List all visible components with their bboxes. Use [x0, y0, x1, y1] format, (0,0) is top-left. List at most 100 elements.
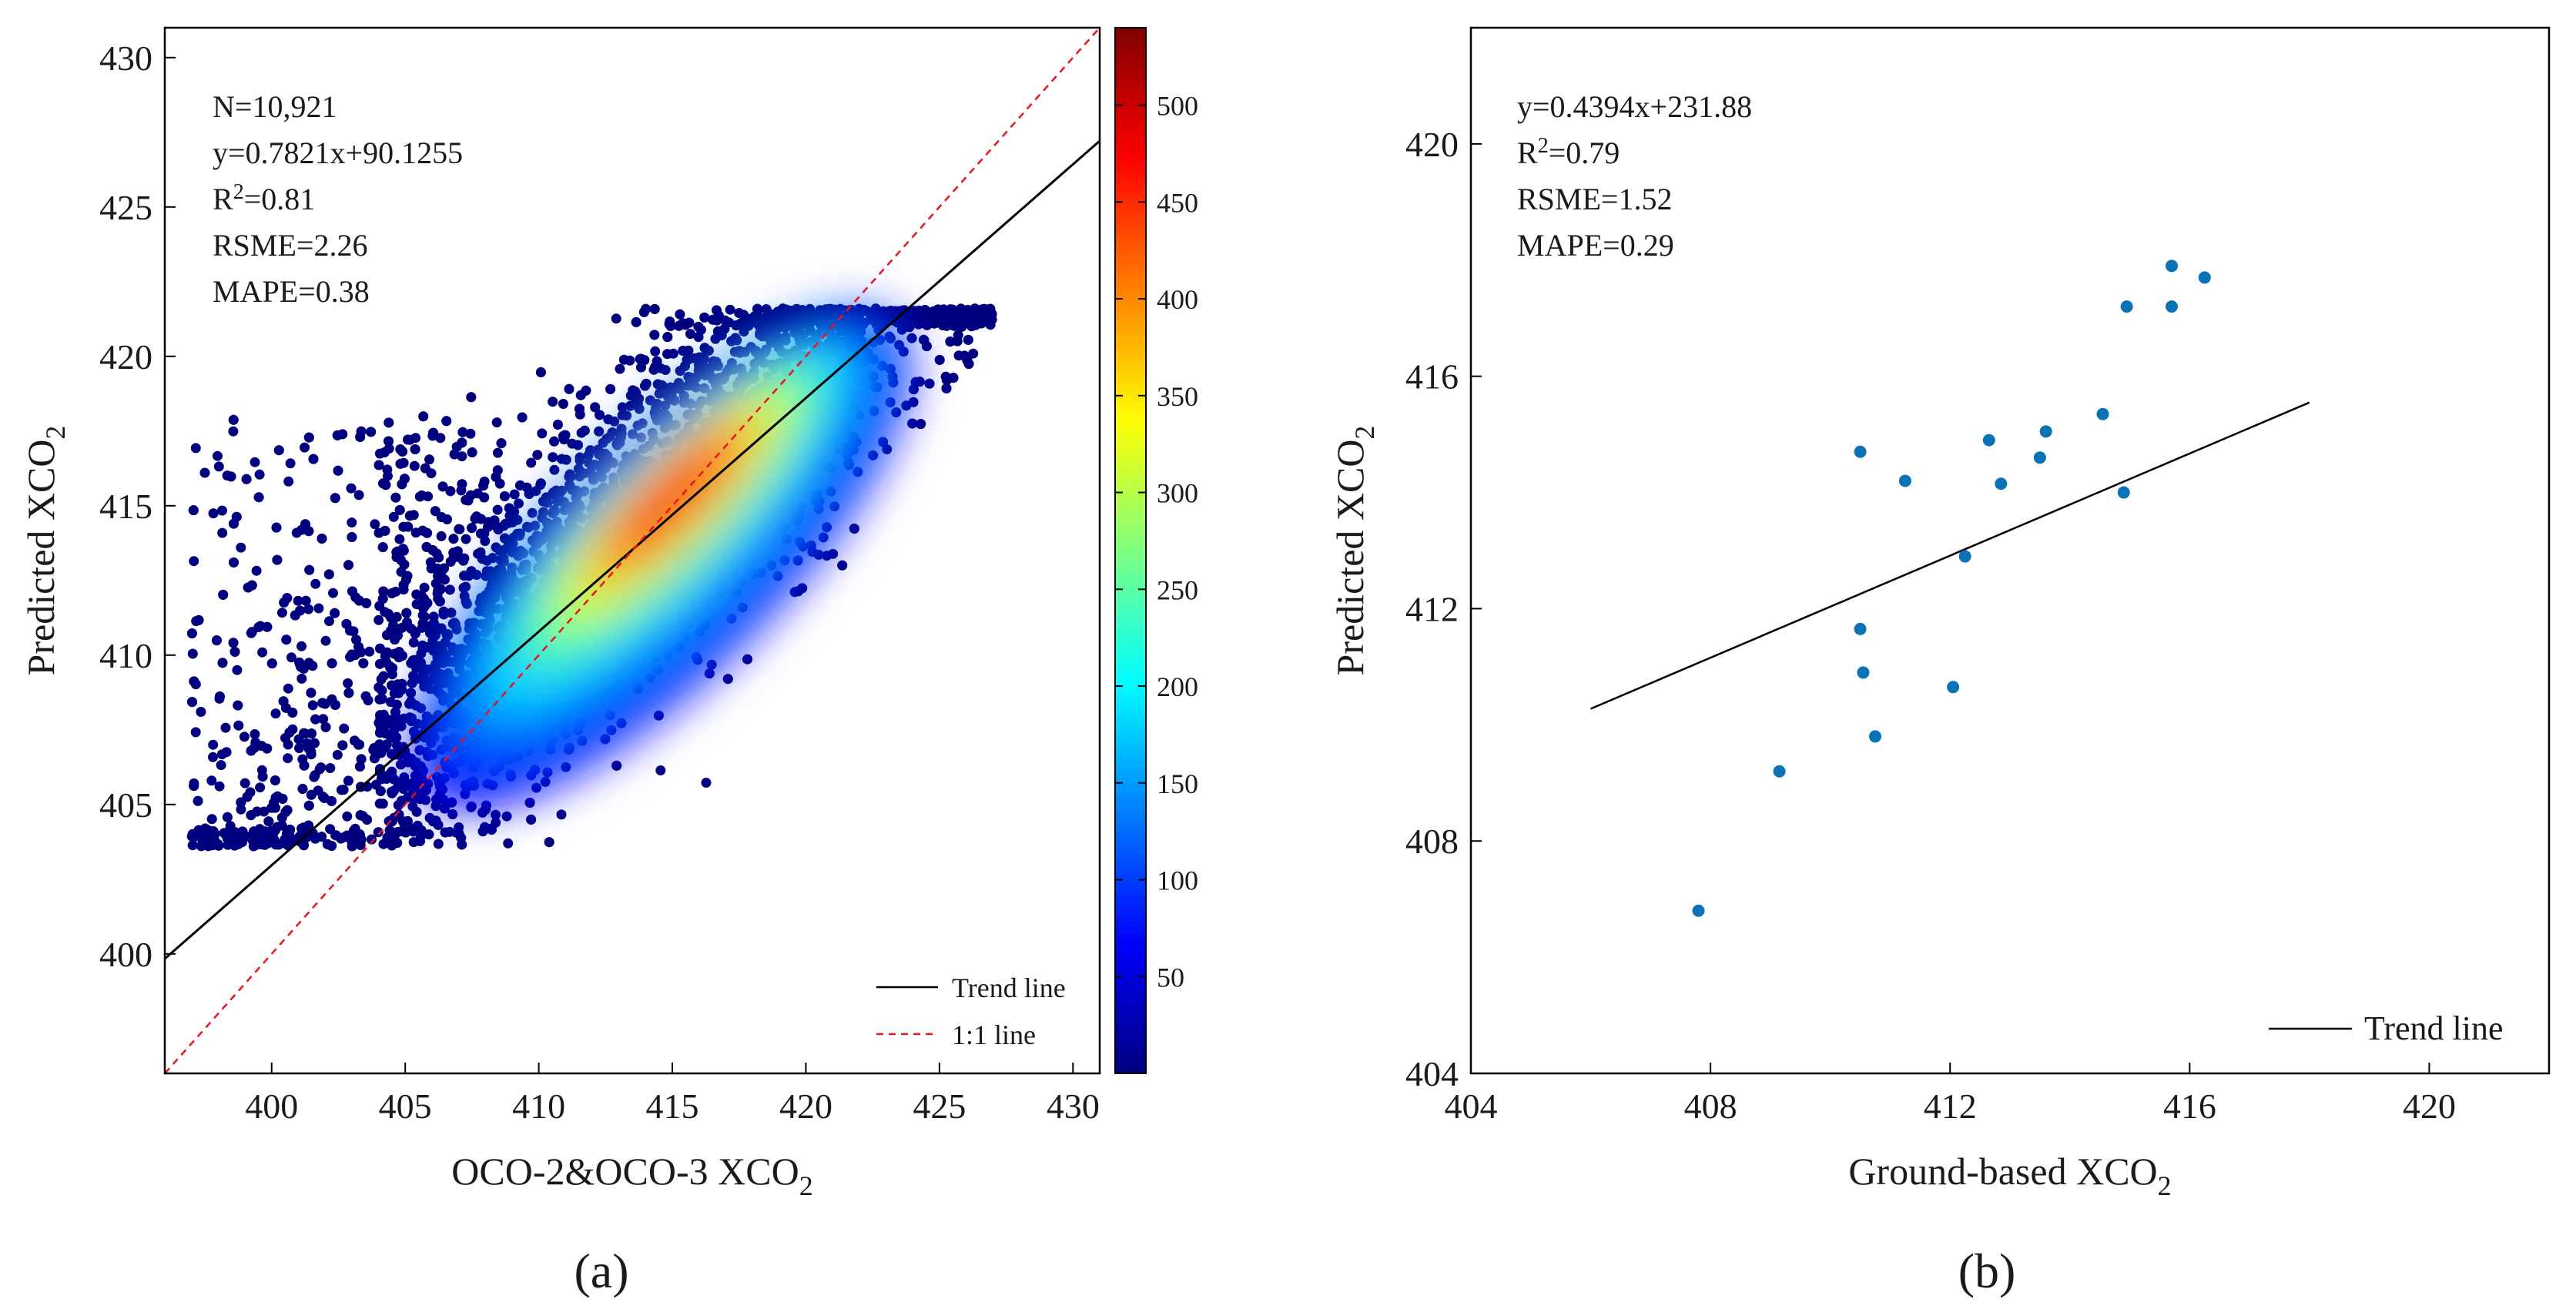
scatter-point [549, 436, 560, 447]
scatter-point [480, 822, 490, 832]
scatter-point [725, 304, 735, 315]
scatter-point [358, 658, 369, 668]
scatter-point [213, 461, 224, 472]
scatter-point [325, 763, 336, 773]
scatter-point [347, 586, 357, 597]
scatter-point [388, 622, 399, 633]
scatter-point [300, 595, 311, 606]
scatter-point [428, 427, 439, 438]
scatter-point [561, 454, 571, 465]
scatter-point [228, 426, 239, 437]
scatter-point [330, 608, 340, 618]
scatter-point [415, 831, 426, 842]
scatter-point [240, 778, 250, 788]
scatter-point [377, 542, 388, 553]
scatter-point [306, 747, 317, 757]
scatter-point [330, 830, 341, 841]
scatter-point [424, 621, 435, 632]
scatter-point [188, 505, 199, 516]
scatter-point [251, 565, 262, 576]
scatter-point [229, 647, 240, 657]
scatter-point [233, 700, 243, 711]
scatter-point [228, 638, 239, 648]
scatter-point [409, 460, 420, 471]
scatter-point [343, 678, 353, 688]
scatter-point [433, 839, 444, 849]
scatter-point [407, 801, 418, 812]
scatter-point [940, 371, 951, 382]
scatter-point [442, 629, 453, 640]
scatter-point [573, 440, 583, 450]
scatter-point [699, 312, 710, 323]
scatter-point [388, 511, 399, 522]
scatter-point [213, 839, 223, 849]
scatter-point [303, 604, 314, 614]
scatter-point [548, 489, 559, 500]
scatter-point [889, 313, 900, 323]
scatter-point [675, 366, 685, 377]
scatter-point [605, 383, 616, 394]
scatter-point [457, 427, 468, 437]
scatter-point [649, 303, 660, 314]
scatter-point [307, 728, 317, 739]
scatter-point [332, 749, 343, 760]
scatter-point [532, 450, 543, 460]
scatter-point [631, 316, 641, 327]
scatter-point [403, 434, 413, 445]
scatter-point [512, 528, 523, 539]
scatter-point [467, 523, 477, 534]
scatter-point [236, 837, 247, 848]
scatter-point [378, 671, 389, 681]
scatter-point [907, 418, 918, 429]
scatter-point [354, 762, 365, 772]
scatter-point [448, 534, 459, 544]
scatter-point [214, 781, 225, 792]
scatter-point [317, 832, 327, 842]
scatter-point [590, 402, 601, 413]
scatter-point [239, 732, 250, 742]
scatter-point [232, 665, 243, 675]
scatter-point [246, 580, 257, 591]
scatter-point [252, 806, 263, 817]
scatter-point [201, 826, 212, 837]
scatter-point [444, 584, 455, 595]
scatter-point [303, 800, 314, 811]
scatter-point [333, 465, 343, 476]
scatter-point [278, 696, 289, 707]
scatter-point [386, 612, 397, 623]
scatter-point [881, 310, 892, 320]
scatter-point [664, 319, 675, 330]
scatter-point [963, 334, 973, 345]
scatter-point [295, 605, 306, 616]
scatter-point [924, 378, 935, 389]
scatter-point [346, 483, 357, 494]
scatter-point [323, 569, 334, 580]
scatter-point [650, 346, 661, 357]
scatter-point [347, 532, 357, 542]
scatter-point [399, 474, 410, 484]
scatter-point [367, 834, 377, 845]
scatter-point [514, 498, 524, 509]
scatter-point [662, 332, 673, 343]
scatter-point [262, 621, 273, 632]
scatter-point [418, 411, 429, 422]
scatter-point [253, 622, 264, 632]
scatter-point [364, 646, 375, 657]
scatter-point [313, 603, 324, 614]
scatter-point [318, 714, 329, 725]
scatter-point [393, 800, 404, 811]
scatter-point [611, 313, 621, 324]
scatter-point [250, 457, 260, 467]
scatter-point [778, 316, 789, 327]
scatter-point [491, 417, 502, 428]
scatter-point [300, 442, 310, 453]
scatter-point [284, 727, 295, 738]
scatter-point [498, 545, 509, 555]
scatter-point [297, 784, 308, 794]
scatter-point [193, 614, 204, 625]
scatter-point [761, 304, 772, 315]
scatter-point [904, 322, 915, 333]
scatter-point [435, 642, 446, 653]
scatter-point [410, 433, 421, 444]
